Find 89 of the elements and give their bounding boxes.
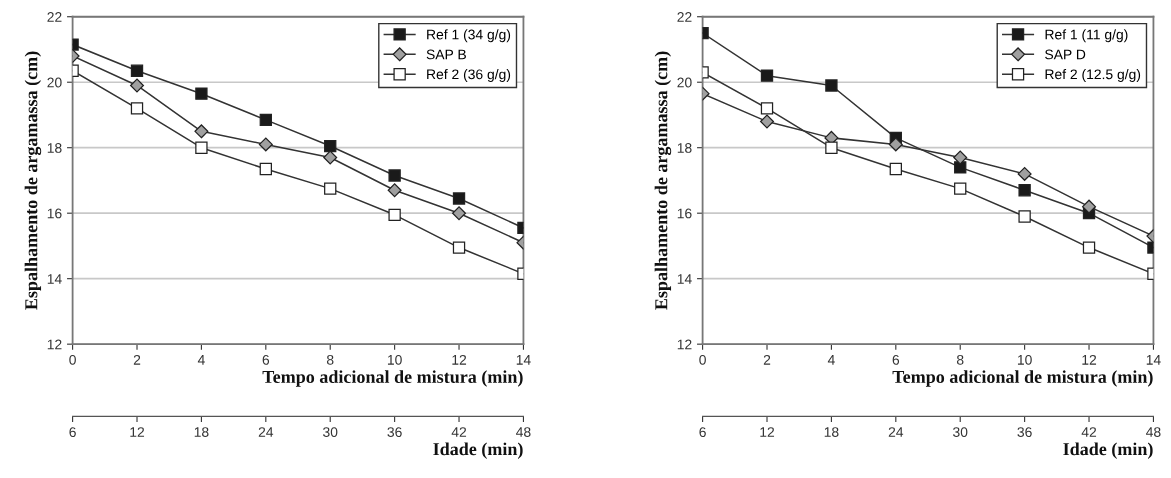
point	[195, 141, 208, 154]
y-tick-label: 16	[677, 208, 692, 219]
point	[1018, 184, 1031, 197]
point	[452, 192, 466, 205]
point	[259, 162, 272, 176]
legend-label: Ref 1 (11 g/g)	[1045, 29, 1128, 43]
x2-tick-label: 12	[130, 427, 145, 437]
y-tick-label: 14	[677, 274, 692, 284]
x-tick-label: 14	[516, 355, 531, 365]
x2-tick-label: 6	[699, 427, 706, 437]
y-axis-title: Espalhamento de argamassa (cm)	[24, 51, 42, 310]
legend-label: Ref 2 (36 g/g)	[427, 69, 511, 82]
y-tick-label: 22	[47, 12, 62, 22]
x2-axis-title: Idade (min)	[433, 442, 523, 459]
y-tick-label: 12	[47, 339, 62, 350]
x2-tick-label: 48	[516, 427, 531, 437]
x-tick-label: 14	[1146, 355, 1161, 365]
point	[195, 87, 208, 100]
y-axis-title: Espalhamento de argamassa (cm)	[654, 51, 672, 310]
legend-label: SAP B	[426, 49, 466, 60]
point	[324, 182, 337, 195]
x-axis-title: Tempo adicional de mistura (min)	[262, 370, 523, 387]
point	[452, 206, 467, 221]
point	[129, 78, 145, 93]
point	[825, 141, 838, 154]
point	[1017, 166, 1032, 181]
point	[954, 182, 967, 195]
x-tick-label: 4	[197, 355, 205, 365]
point	[889, 162, 902, 176]
x2-tick-label: 42	[1081, 427, 1097, 437]
point	[1018, 210, 1031, 223]
y-tick-label: 16	[47, 208, 62, 219]
y-tick-label: 14	[47, 274, 62, 284]
y-tick-label: 18	[47, 143, 62, 153]
x2-tick-label: 36	[387, 427, 402, 437]
point	[1082, 199, 1097, 214]
point	[760, 102, 774, 115]
x2-tick-label: 18	[194, 427, 209, 437]
y-tick-label: 20	[677, 77, 692, 88]
x-tick-label: 10	[387, 354, 402, 365]
point	[760, 69, 774, 82]
x2-tick-label: 48	[1146, 427, 1161, 437]
y-tick-label: 22	[677, 12, 692, 22]
point	[324, 139, 337, 153]
x2-tick-label: 12	[760, 427, 775, 437]
x-tick-label: 0	[69, 354, 76, 365]
x2-tick-label: 36	[1017, 427, 1032, 437]
x2-tick-label: 30	[323, 427, 338, 437]
x2-tick-label: 42	[451, 427, 467, 437]
x-tick-label: 6	[892, 354, 900, 365]
x2-axis-title: Idade (min)	[1063, 442, 1153, 459]
legend-label: Ref 2 (12.5 g/g)	[1045, 69, 1141, 82]
x-axis-title: Tempo adicional de mistura (min)	[892, 370, 1153, 387]
point	[954, 161, 967, 174]
point	[388, 208, 401, 222]
x-tick-label: 10	[1017, 354, 1032, 365]
point	[953, 150, 968, 165]
point	[194, 124, 209, 139]
x-tick-label: 2	[763, 354, 771, 365]
legend-label: SAP D	[1045, 49, 1086, 60]
x2-tick-label: 24	[258, 427, 274, 437]
x-tick-label: 8	[956, 354, 964, 365]
x-tick-label: 8	[326, 354, 334, 365]
x2-tick-label: 6	[69, 427, 76, 437]
x-tick-label: 12	[452, 354, 467, 365]
x-tick-label: 2	[133, 354, 141, 365]
x-tick-label: 6	[262, 354, 270, 365]
x2-tick-label: 18	[824, 427, 839, 437]
point	[130, 102, 144, 115]
point	[825, 79, 838, 92]
y-tick-label: 20	[47, 77, 62, 88]
point	[1082, 241, 1096, 254]
point	[759, 114, 775, 129]
x2-tick-label: 24	[888, 427, 904, 437]
y-tick-label: 18	[677, 143, 692, 153]
x-tick-label: 4	[827, 355, 835, 365]
point	[888, 137, 903, 152]
x-tick-label: 12	[1082, 354, 1097, 365]
point	[452, 241, 466, 254]
point	[130, 64, 144, 77]
legend-label: Ref 1 (34 g/g)	[427, 29, 511, 43]
point	[388, 169, 401, 182]
point	[323, 150, 338, 165]
point	[259, 113, 272, 127]
x-tick-label: 0	[699, 354, 706, 365]
y-tick-label: 12	[677, 339, 692, 350]
x2-tick-label: 30	[953, 427, 968, 437]
point	[258, 137, 273, 152]
point	[387, 183, 402, 198]
